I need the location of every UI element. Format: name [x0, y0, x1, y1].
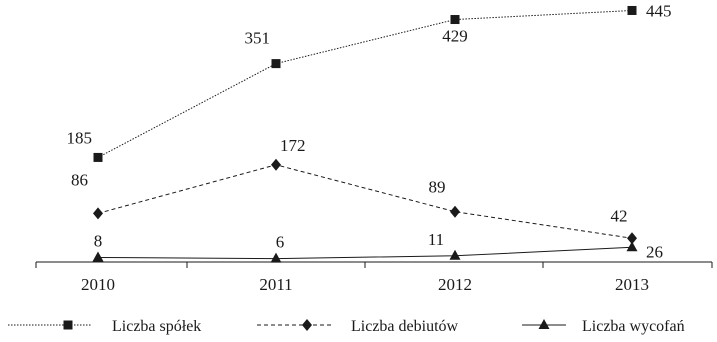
legend-marker: [538, 319, 550, 329]
legend-label: Liczba debiutów: [351, 318, 459, 335]
data-label: 185: [67, 128, 93, 147]
x-tick-label: 2012: [438, 275, 472, 294]
x-tick-label: 2010: [81, 275, 115, 294]
data-label: 8: [94, 231, 103, 250]
data-label: 6: [276, 233, 285, 252]
data-point: [627, 232, 637, 245]
legend-label: Liczba spółek: [112, 318, 201, 335]
data-point: [627, 5, 637, 15]
data-label: 11: [428, 230, 444, 249]
data-point: [450, 205, 460, 218]
series-line: [97, 9, 633, 158]
data-label: 445: [646, 1, 672, 20]
data-point: [271, 59, 281, 69]
data-label: 351: [245, 29, 271, 48]
data-point: [626, 241, 638, 252]
x-tick-label: 2013: [615, 275, 649, 294]
data-point: [450, 15, 460, 25]
x-axis: 2010 2011 2012 2013: [35, 261, 713, 294]
data-point: [271, 158, 281, 171]
legend-marker: [63, 320, 73, 330]
data-label: 172: [280, 136, 306, 155]
legend-item: Liczba spółek: [8, 318, 201, 335]
data-point: [93, 207, 103, 220]
data-label: 26: [646, 242, 663, 261]
series-1: 185 351 429 445: [67, 1, 672, 162]
data-label: 429: [442, 27, 468, 46]
legend: Liczba spółek Liczba debiutów Liczba wycof…: [8, 318, 685, 335]
legend-item: Liczba debiutów: [257, 318, 459, 335]
series-line: [97, 246, 633, 260]
legend-label: Liczba wycofań: [582, 318, 685, 335]
data-point: [92, 251, 104, 262]
x-tick-label: 2011: [259, 275, 292, 294]
data-point: [449, 249, 461, 260]
legend-item: Liczba wycofań: [522, 318, 685, 335]
data-point: [270, 252, 282, 263]
series-3: 8 6 11 26: [92, 230, 663, 263]
series-2: 86 172 89 42: [71, 136, 637, 245]
data-label: 42: [611, 206, 628, 225]
data-label: 89: [429, 178, 446, 197]
legend-marker: [302, 319, 312, 331]
data-label: 86: [71, 170, 88, 189]
series-line: [97, 164, 633, 239]
data-point: [93, 152, 103, 162]
